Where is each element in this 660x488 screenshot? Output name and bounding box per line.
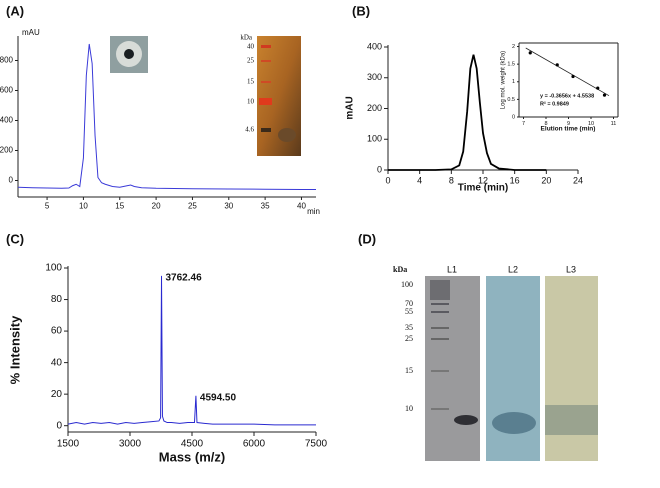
peak-label: 3762.46: [166, 273, 203, 284]
gel-marker: 15: [247, 78, 255, 86]
gel-marker: 40: [247, 43, 255, 51]
y-tick-label: 400: [0, 116, 14, 125]
x-tick-label: 12: [478, 176, 488, 186]
y-tick-label: 400: [367, 41, 382, 51]
x-tick-label: 7: [522, 121, 525, 127]
panel-label: (C): [6, 231, 24, 246]
x-tick-label: 35: [261, 202, 270, 211]
gel-marker: 25: [405, 334, 413, 343]
gel-marker: 35: [405, 323, 413, 332]
peak-label: 4594.50: [200, 392, 237, 403]
gel-marker: 100: [401, 280, 413, 289]
x-tick-label: 5: [45, 202, 50, 211]
y-tick-label: 1.5: [507, 62, 515, 68]
y-tick-label: 2: [512, 44, 515, 50]
x-tick-label: 4: [417, 176, 422, 186]
x-tick-label: 20: [152, 202, 161, 211]
x-tick-label: 20: [541, 176, 551, 186]
y-tick-label: 100: [45, 263, 62, 274]
y-tick-label: 200: [367, 103, 382, 113]
y-tick-label: 800: [0, 56, 14, 65]
fit-line: [525, 47, 610, 97]
data-line: [388, 54, 547, 171]
panel-label: (B): [352, 3, 370, 18]
point: [596, 86, 600, 90]
gel-marker: 25: [247, 57, 255, 65]
y-tick-label: 1: [512, 79, 515, 85]
y-tick-label: 60: [51, 326, 63, 337]
lane-label: L1: [447, 264, 457, 274]
y-axis-label: % Intensity: [7, 315, 22, 384]
y-axis-label: mAU: [22, 28, 40, 37]
lane-label: L2: [508, 264, 518, 274]
y-tick-label: 300: [367, 72, 382, 82]
x-tick-label: 8: [544, 121, 547, 127]
equation: R² = 0.9849: [540, 100, 569, 107]
point: [528, 51, 532, 55]
gel-d: kDa 100 70 55 35 25 15 10 L1 L2 L3: [393, 264, 598, 461]
y-tick-label: 0: [56, 420, 62, 431]
data-line: [17, 43, 316, 190]
x-tick-label: 10: [79, 202, 88, 211]
y-tick-label: 0: [512, 114, 515, 120]
x-tick-label: 7500: [305, 439, 328, 450]
x-axis-label: min: [307, 207, 320, 216]
y-tick-label: 0: [377, 164, 382, 174]
equation: y = -0.3656x + 4.5538: [540, 93, 594, 99]
gel-marker: 4.6: [245, 126, 254, 134]
y-tick-label: 100: [367, 134, 382, 144]
y-axis-label: Log mol. weight (kDa): [501, 51, 507, 109]
x-tick-label: 15: [115, 202, 124, 211]
x-tick-label: 6000: [243, 439, 266, 450]
panel-label: (A): [6, 3, 24, 18]
y-tick-label: 0.5: [507, 97, 515, 103]
x-tick-label: 9: [567, 121, 570, 127]
x-tick-label: 30: [224, 202, 233, 211]
y-tick-label: 600: [0, 86, 14, 95]
x-tick-label: 8: [449, 176, 454, 186]
x-tick-label: 10: [588, 121, 594, 127]
x-tick-label: 3000: [119, 439, 142, 450]
x-tick-label: 11: [611, 121, 617, 127]
panel-label: (D): [358, 231, 376, 246]
y-tick-label: 40: [51, 357, 63, 368]
x-tick-label: 40: [297, 202, 306, 211]
point: [555, 63, 559, 67]
x-tick-label: 25: [188, 202, 197, 211]
y-tick-label: 80: [51, 294, 63, 305]
gel-marker: 55: [405, 307, 413, 316]
gel-unit: kDa: [393, 265, 407, 274]
gel-marker: 10: [247, 98, 255, 106]
y-axis-label: mAU: [345, 96, 356, 119]
x-tick-label: 0: [385, 176, 390, 186]
x-tick-label: 24: [573, 176, 583, 186]
x-axis-label: Time (min): [458, 183, 508, 194]
x-axis-label: Elution time (min): [541, 126, 596, 133]
zone-image: [110, 36, 148, 73]
y-tick-label: 0: [9, 176, 14, 185]
x-tick-label: 16: [510, 176, 520, 186]
x-tick-label: 4500: [181, 439, 204, 450]
y-tick-label: 200: [0, 146, 14, 155]
gel-unit: kDa: [240, 34, 253, 42]
gel-marker: 15: [405, 366, 413, 375]
data-line: [67, 275, 316, 426]
point: [602, 93, 607, 97]
x-tick-label: 1500: [57, 439, 80, 450]
y-tick-label: 20: [51, 389, 63, 400]
lane-label: L3: [566, 264, 576, 274]
gel-marker: 70: [405, 299, 413, 308]
gel-marker: 10: [405, 404, 413, 413]
x-axis-label: Mass (m/z): [159, 449, 225, 464]
point: [571, 74, 575, 79]
gel-a: kDa 40 25 15 10 4.6: [240, 34, 301, 156]
